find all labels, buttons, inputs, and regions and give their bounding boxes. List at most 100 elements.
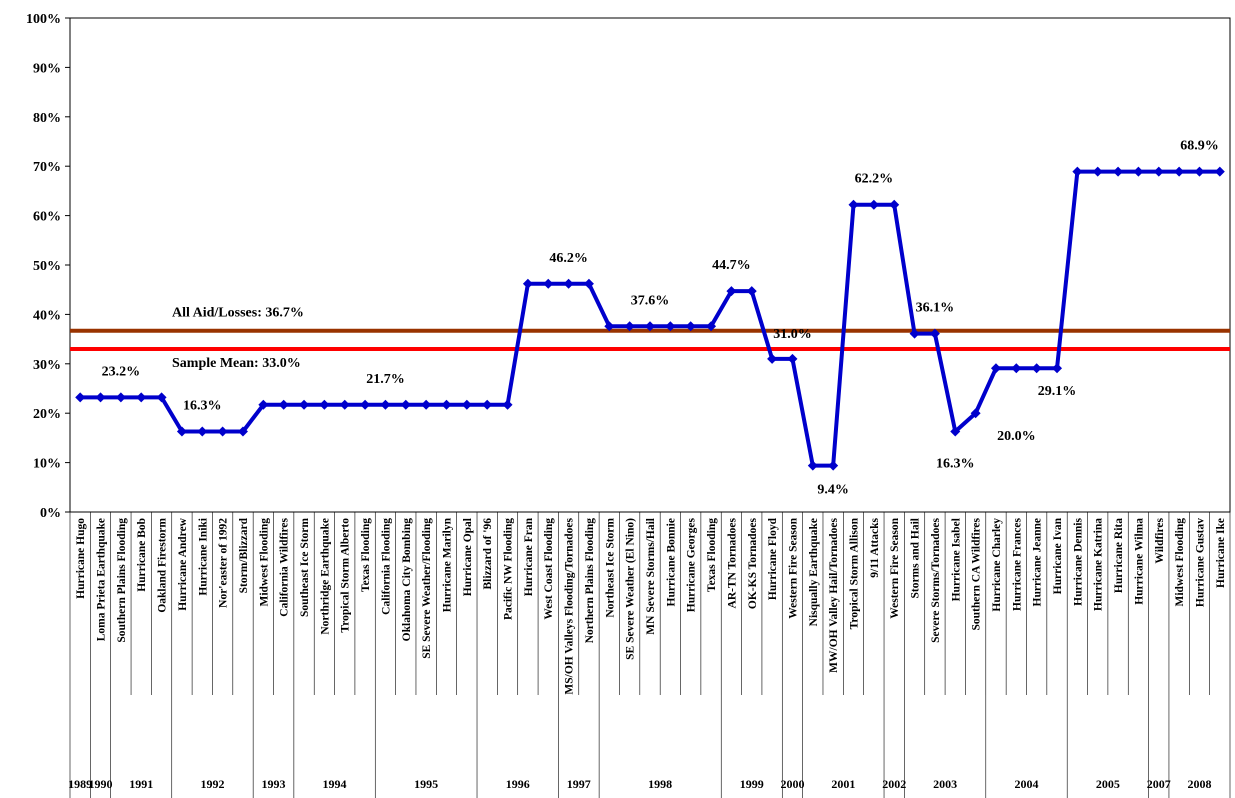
year-label: 1994: [323, 777, 347, 791]
data-point: [726, 286, 737, 297]
year-label: 2003: [933, 777, 957, 791]
data-point: [421, 399, 432, 410]
category-label: Hurricane Isabel: [950, 518, 962, 601]
y-tick-label: 60%: [33, 210, 61, 225]
data-point: [115, 392, 126, 403]
year-label: 1997: [567, 777, 591, 791]
category-label: Texas Flooding: [706, 518, 718, 592]
category-label: Loma Prieta Earthquake: [96, 518, 108, 641]
data-point: [543, 278, 554, 289]
data-point: [1133, 166, 1144, 177]
category-label: West Coast Flooding: [543, 518, 555, 620]
category-label: Tropical Storm Allison: [849, 517, 861, 629]
data-point: [237, 426, 248, 437]
category-label: Hurricane Bob: [136, 518, 148, 592]
data-point: [339, 399, 350, 410]
category-label: Nisqually Earthquake: [808, 518, 820, 626]
y-tick-label: 20%: [33, 407, 61, 422]
category-label: Northeast Ice Storm: [604, 518, 616, 618]
data-point: [807, 460, 818, 471]
category-label: Hurricane Fran: [523, 517, 535, 596]
y-tick-label: 100%: [26, 12, 61, 27]
data-point: [828, 460, 839, 471]
data-point: [950, 426, 961, 437]
category-label: Tropical Storm Alberto: [340, 518, 352, 633]
data-point: [522, 278, 533, 289]
category-label: Severe Storms/Tornadoes: [930, 517, 942, 642]
axes: 0% 10% 20% 30% 40% 50% 60% 70% 80% 90% 100%: [26, 12, 1231, 798]
data-label: 29.1%: [1038, 384, 1077, 399]
data-label: 20.0%: [997, 429, 1036, 444]
data-point: [75, 392, 86, 403]
data-label: 16.3%: [936, 456, 975, 471]
data-point: [929, 328, 940, 339]
year-label: 1991: [129, 777, 153, 791]
category-label: Southern CA Wildfires: [971, 517, 983, 630]
category-label: Blizzard of '96: [482, 518, 494, 590]
category-label: SE Severe Weather/Flooding: [421, 518, 433, 659]
category-label: Southeast Ice Storm: [299, 518, 311, 617]
category-label: Wildfires: [1154, 517, 1166, 563]
category-label: Storms and Hail: [910, 518, 922, 599]
data-point: [380, 399, 391, 410]
y-tick-label: 10%: [33, 457, 61, 472]
data-point: [95, 392, 106, 403]
year-label: 1998: [648, 777, 672, 791]
category-label: California Wildfires: [279, 517, 291, 616]
category-label: 9/11 Attacks: [869, 517, 881, 577]
plot-frame: [69, 17, 1231, 513]
data-point: [889, 199, 900, 210]
category-label: Nor'easter of 1992: [218, 518, 230, 608]
year-label: 2007: [1147, 777, 1171, 791]
data-point: [258, 399, 269, 410]
data-point: [665, 321, 676, 332]
data-point: [278, 399, 289, 410]
category-label: Texas Flooding: [360, 518, 372, 592]
year-label: 1996: [506, 777, 530, 791]
data-point: [706, 321, 717, 332]
category-label: Hurricane Andrew: [177, 517, 189, 610]
year-label: 2008: [1187, 777, 1211, 791]
data-point: [624, 321, 635, 332]
category-label: Hurricane Marilyn: [441, 517, 453, 612]
data-label: 23.2%: [102, 364, 141, 379]
data-point: [156, 392, 167, 403]
category-label: Pacific NW Flooding: [503, 518, 515, 620]
y-tick-label: 90%: [33, 61, 61, 76]
data-point: [685, 321, 696, 332]
data-point: [746, 286, 757, 297]
category-label: California Flooding: [380, 518, 392, 615]
category-label: Hurricane Charley: [991, 518, 1003, 612]
data-point: [441, 399, 452, 410]
category-label: Oklahoma City Bombing: [401, 518, 413, 642]
data-point: [583, 278, 594, 289]
data-label: 36.1%: [916, 301, 955, 316]
data-label: 9.4%: [817, 483, 849, 498]
year-label: 1995: [414, 777, 438, 791]
data-point: [1072, 166, 1083, 177]
data-label: 31.0%: [773, 327, 812, 342]
category-label: Hurricane Floyd: [767, 517, 779, 600]
data-point: [868, 199, 879, 210]
year-label: 1990: [89, 777, 113, 791]
category-label: Southern Plains Flooding: [116, 518, 128, 643]
category-label: Hurricane Georges: [686, 517, 698, 612]
data-point: [563, 278, 574, 289]
data-point: [400, 399, 411, 410]
category-label: MS/OH Valleys Flooding/Tornadoes: [564, 517, 576, 694]
category-label: Western Fire Season: [787, 517, 799, 618]
data-label: 62.2%: [855, 172, 894, 187]
category-label: Hurricane Gustav: [1194, 518, 1206, 607]
data-point: [1113, 166, 1124, 177]
category-label: MN Severe Storms/Hail: [645, 518, 657, 635]
category-label: Hurricane Ivan: [1052, 517, 1064, 594]
category-label: Oakland Firestorm: [157, 518, 169, 613]
category-labels: Hurricane Hugo Loma Prieta Earthquake Sout…: [75, 517, 1227, 694]
category-label: Hurricane Hugo: [75, 518, 87, 599]
data-point: [1011, 363, 1022, 374]
category-label: Hurricane Frances: [1011, 517, 1023, 610]
category-label: Hurricane Katrina: [1093, 518, 1105, 611]
category-label: Hurricane Opal: [462, 518, 474, 596]
category-label: SE Severe Weather (El Nino): [625, 518, 637, 660]
